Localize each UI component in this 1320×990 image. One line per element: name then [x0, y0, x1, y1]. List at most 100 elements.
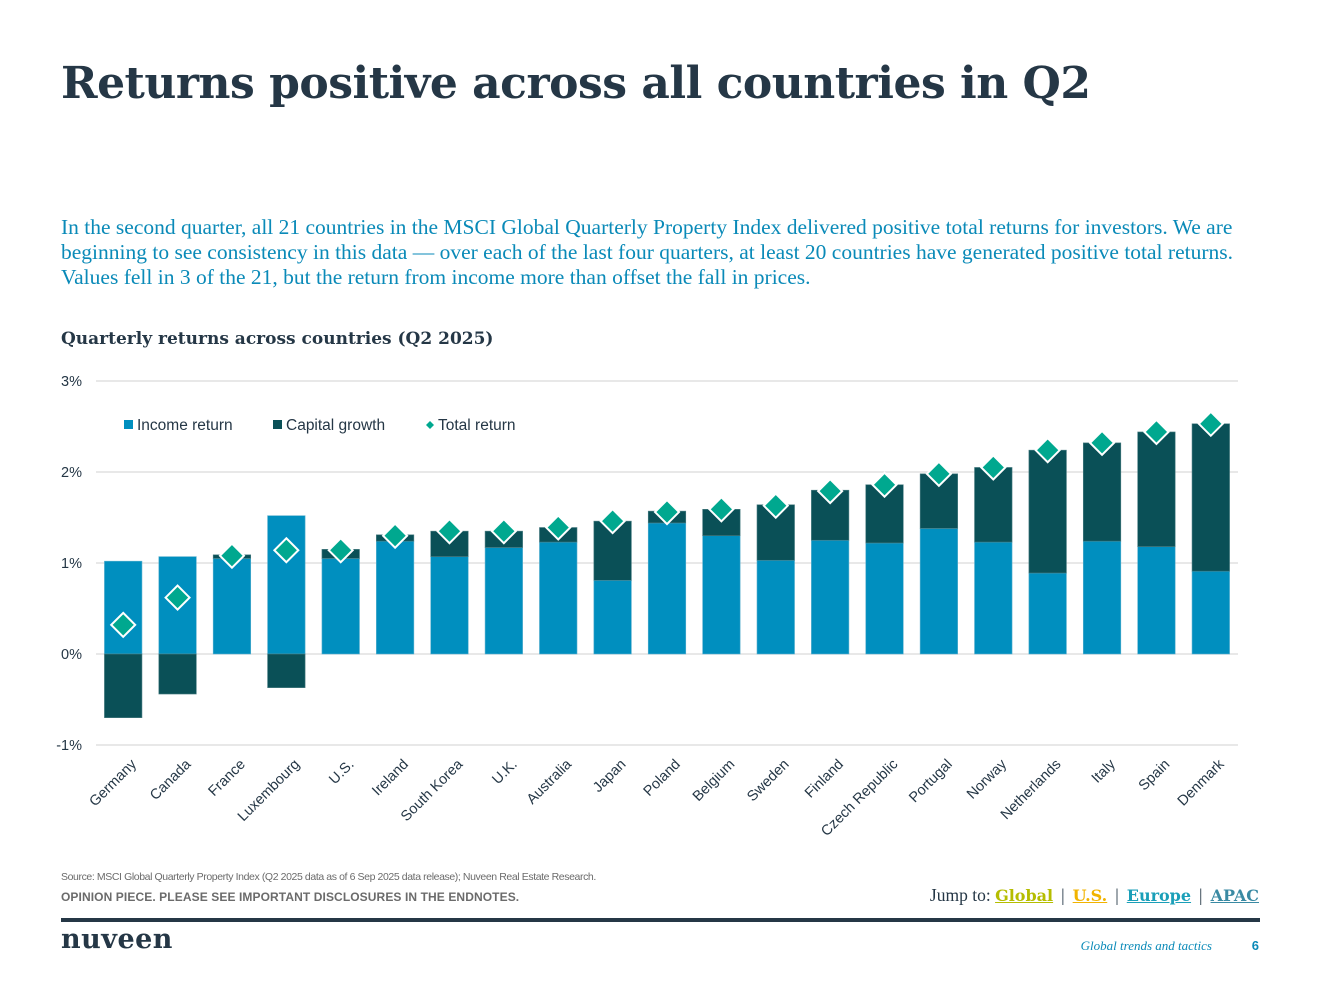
footer-title: Global trends and tactics	[1080, 938, 1212, 953]
income-bar	[1082, 540, 1122, 655]
x-tick-label: Poland	[641, 757, 684, 800]
total-return-marker	[544, 514, 572, 541]
income-bar	[865, 542, 904, 655]
legend-swatch-total-diamond	[426, 421, 434, 429]
income-bar	[756, 559, 795, 655]
capital-bar	[158, 653, 197, 695]
total-return-marker	[327, 536, 355, 564]
income-bar	[919, 528, 958, 655]
income-bar	[1191, 570, 1230, 655]
x-tick-label: Germany	[87, 756, 141, 810]
jump-separator: |	[1115, 885, 1119, 905]
income-bar	[1028, 572, 1067, 655]
y-tick-label: 2%	[61, 465, 82, 481]
jump-link-us[interactable]: U.S.	[1072, 886, 1108, 905]
income-bar	[376, 540, 415, 655]
income-bar	[811, 539, 850, 655]
footer-divider	[61, 918, 1260, 922]
income-bar	[104, 560, 143, 655]
x-tick-label: Sweden	[744, 757, 792, 805]
income-bar	[702, 535, 741, 655]
total-return-marker	[1088, 429, 1116, 457]
page-number: 6	[1251, 938, 1259, 953]
capital-bar	[1082, 442, 1122, 542]
total-return-marker	[653, 498, 681, 526]
y-axis-labels: -1% 0% 1% 2% 3%	[56, 374, 82, 754]
total-return-marker	[218, 542, 246, 570]
x-tick-label: Denmark	[1175, 756, 1228, 809]
jump-link-global[interactable]: Global	[995, 886, 1054, 905]
income-bar	[321, 558, 360, 655]
y-tick-label: -1%	[56, 738, 82, 754]
page-title: Returns positive across all countries in…	[61, 58, 1091, 109]
total-return-marker	[925, 460, 953, 488]
income-bar	[974, 541, 1013, 655]
total-return-marker	[436, 517, 463, 545]
total-return-marker	[707, 495, 735, 523]
income-bar	[212, 558, 252, 655]
income-bar	[647, 522, 687, 655]
x-tick-label: France	[206, 757, 249, 800]
income-bar	[539, 541, 578, 655]
y-tick-label: 0%	[61, 647, 82, 663]
jump-link-apac[interactable]: APAC	[1210, 886, 1259, 905]
x-tick-label: Australia	[524, 756, 576, 808]
x-tick-label: U.K.	[489, 757, 520, 788]
chart-title: Quarterly returns across countries (Q2 2…	[61, 329, 494, 349]
jump-nav: Jump to: Global | U.S. | Europe | APAC	[930, 885, 1259, 906]
source-note: Source: MSCI Global Quarterly Property I…	[61, 871, 596, 883]
capital-bar	[593, 520, 632, 581]
total-return-marker	[1143, 418, 1170, 446]
total-return-marker	[381, 522, 409, 550]
legend-swatch-income	[124, 420, 133, 429]
x-tick-label: Norway	[964, 756, 1011, 803]
total-return-marker	[490, 517, 518, 545]
total-return-marker	[1197, 410, 1225, 438]
x-tick-label: Canada	[147, 756, 195, 804]
total-return-marker	[272, 536, 300, 564]
total-return-marker	[599, 507, 627, 535]
legend-label-income: Income return	[137, 417, 233, 434]
total-return-markers	[109, 410, 1225, 639]
total-return-marker	[109, 611, 137, 639]
total-return-marker	[164, 584, 191, 611]
capital-bar	[104, 653, 143, 719]
x-tick-label: Finland	[802, 757, 847, 802]
y-tick-label: 3%	[61, 374, 82, 390]
nuveen-logo: nuveen	[61, 924, 173, 955]
jump-separator: |	[1061, 885, 1065, 905]
capital-bar	[1028, 449, 1067, 574]
total-return-marker	[871, 471, 898, 499]
legend-swatch-capital	[273, 420, 282, 429]
total-return-marker	[1034, 436, 1062, 464]
capital-bar	[1191, 423, 1230, 572]
income-bar	[593, 579, 632, 655]
jump-link-europe[interactable]: Europe	[1126, 886, 1192, 905]
x-tick-label: Italy	[1089, 756, 1120, 787]
x-tick-label: Japan	[590, 757, 629, 796]
x-tick-label: Ireland	[369, 757, 412, 800]
y-tick-label: 1%	[61, 556, 82, 572]
income-bar	[267, 515, 306, 655]
total-return-marker	[979, 454, 1007, 481]
returns-chart: -1%0%1%2%3% Germany Canada FranceLuxembour…	[56, 374, 1238, 840]
x-tick-label: Portugal	[906, 757, 956, 807]
disclaimer: OPINION PIECE. PLEASE SEE IMPORTANT DISC…	[61, 890, 520, 904]
bars	[104, 423, 1230, 719]
jump-separator: |	[1199, 885, 1203, 905]
capital-bar	[267, 653, 306, 688]
income-bar	[484, 547, 523, 655]
intro-paragraph: In the second quarter, all 21 countries …	[61, 215, 1233, 289]
legend-label-total: Total return	[438, 417, 516, 434]
x-tick-label: Belgium	[690, 757, 738, 805]
legend-label-capital: Capital growth	[286, 417, 385, 434]
total-return-marker	[816, 477, 844, 505]
x-tick-label: Spain	[1136, 757, 1174, 795]
jump-label: Jump to:	[929, 885, 991, 905]
capital-bar	[1137, 431, 1176, 547]
chart-legend: Income return Capital growth Total retur…	[124, 417, 516, 434]
income-bar	[430, 556, 469, 655]
x-tick-label: U.S.	[326, 757, 357, 788]
total-return-marker	[762, 492, 790, 520]
